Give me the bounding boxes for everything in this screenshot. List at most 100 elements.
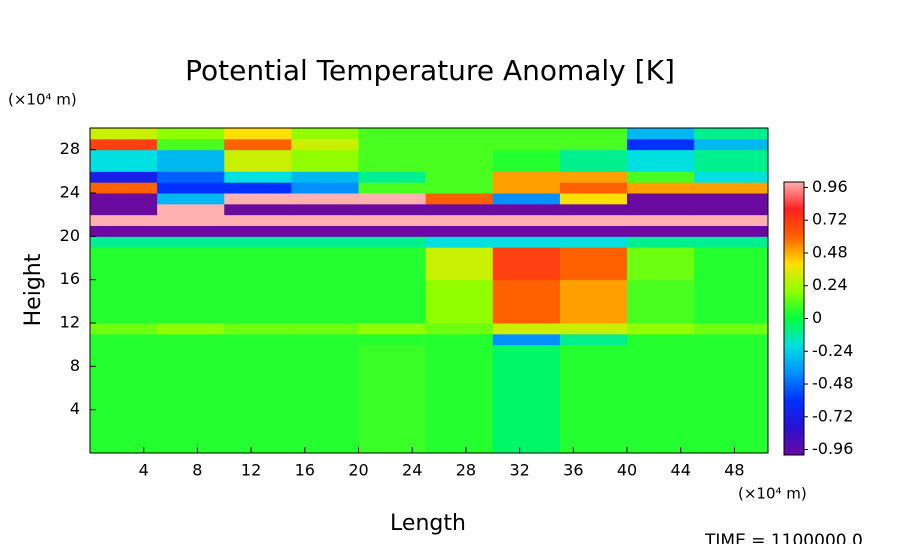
heatmap-cell [492,128,561,140]
heatmap-cell [291,193,360,205]
heatmap-cell [559,323,628,335]
heatmap-cell [90,323,158,335]
heatmap-cell [224,182,292,194]
heatmap-cell [90,149,158,172]
heatmap-cell [627,279,695,324]
heatmap-cell [694,138,769,151]
heatmap-cell [627,333,695,346]
heatmap-cell [627,344,695,454]
heatmap-cell [90,247,158,281]
heatmap-cell [694,333,769,346]
y-tick-label: 12 [60,313,80,332]
colorbar-tick-label: 0.24 [812,275,848,294]
heatmap-cell [425,279,494,324]
heatmap-cell [694,193,769,205]
x-tick-label: 36 [563,461,583,480]
heatmap-cell [425,138,494,151]
heatmap-cell [291,214,360,226]
heatmap-cell [157,344,225,454]
heatmap-cell [157,171,225,183]
heatmap-cell [492,247,561,281]
heatmap-cell [425,149,494,172]
heatmap-cell [694,182,769,194]
heatmap-cell [358,333,427,346]
heatmap-cell [559,171,628,183]
heatmap-cell [492,225,561,237]
heatmap-cell [291,128,360,140]
heatmap-cell [627,193,695,205]
heatmap-cell [291,344,360,454]
heatmap-cell [627,214,695,226]
heatmap-cell [492,333,561,346]
heatmap-cell [694,149,769,172]
heatmap-cell [559,149,628,172]
heatmap-cell [157,193,225,205]
heatmap-cell [157,323,225,335]
colorbar-tick-label: -0.72 [812,406,853,425]
heatmap-cell [559,344,628,454]
heatmap-cell [627,236,695,248]
heatmap-cell [157,128,225,140]
heatmap-cell [90,236,158,248]
y-tick-label: 4 [70,399,80,418]
heatmap-cell [90,225,158,237]
heatmap-cell [559,236,628,248]
heatmap-cell [157,236,225,248]
colorbar-tick-label: 0.96 [812,177,848,196]
heatmap-cell [358,236,427,248]
y-tick-label: 8 [70,356,80,375]
footer: TIME = 1100000.0 [704,531,863,544]
heatmap-cell [694,214,769,226]
heatmap-cell [559,279,628,324]
heatmap-cell [291,279,360,324]
heatmap-cell [358,149,427,172]
x-tick-label: 12 [241,461,261,480]
heatmap-cell [559,193,628,205]
heatmap-cell [492,214,561,226]
x-tick-label: 32 [509,461,529,480]
heatmap-cell [694,323,769,335]
heatmap-cell [157,214,225,226]
heatmap-cell [157,182,225,194]
heatmap-cell [157,333,225,346]
heatmap-cell [492,323,561,335]
x-tick-label: 28 [456,461,476,480]
colorbar-tick-label: 0.72 [812,210,848,229]
y-tick-label: 16 [60,269,80,288]
heatmap-cell [291,203,360,216]
heatmap-cell [224,171,292,183]
heatmap-cell [90,128,158,140]
heatmap-cell [157,138,225,151]
x-tick-label: 24 [402,461,422,480]
heatmap-cell [90,182,158,194]
heatmap-cell [358,128,427,140]
heatmap-cell [559,182,628,194]
heatmap-cell [358,193,427,205]
x-unit: (×10⁴ m) [738,485,807,503]
heatmap-cell [291,171,360,183]
heatmap-cell [492,171,561,183]
heatmap-cell [425,323,494,335]
heatmap-cell [291,323,360,335]
heatmap-cell [224,149,292,172]
plot-frame [89,127,769,454]
heatmap-cell [224,225,292,237]
heatmap-cell [694,203,769,216]
heatmap-cell [358,247,427,281]
heatmap-cell [224,138,292,151]
heatmap-cell [291,333,360,346]
heatmap-cell [694,236,769,248]
heatmap-cell [627,182,695,194]
heatmap-cell [492,203,561,216]
heatmap-cell [358,138,427,151]
heatmap-cell [224,344,292,454]
heatmap-cell [90,279,158,324]
heatmap-cell [694,279,769,324]
heatmap-cell [425,236,494,248]
colorbar-tick-label: -0.48 [812,374,853,393]
heatmap-cell [559,247,628,281]
heatmap-cell [425,171,494,183]
heatmap-cell [224,193,292,205]
heatmap-cell [559,138,628,151]
